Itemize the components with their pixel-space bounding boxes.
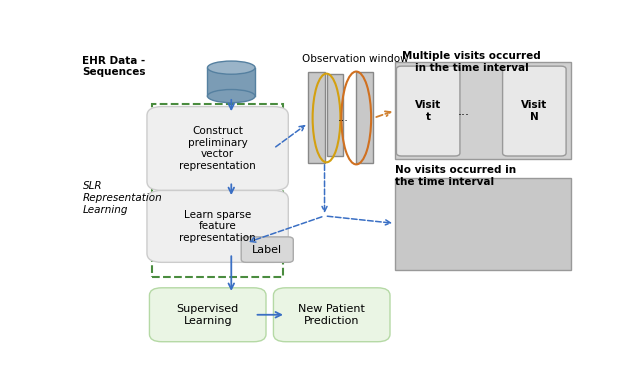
Text: SLR
Representation
Learning: SLR Representation Learning: [83, 181, 162, 215]
Text: Observation window: Observation window: [302, 54, 408, 64]
Bar: [395, 179, 571, 270]
Text: ...: ...: [338, 113, 349, 123]
FancyBboxPatch shape: [241, 237, 293, 262]
Ellipse shape: [207, 89, 255, 103]
FancyBboxPatch shape: [147, 107, 289, 191]
Text: New Patient
Prediction: New Patient Prediction: [298, 304, 365, 326]
Bar: [327, 74, 344, 156]
Bar: [395, 62, 571, 159]
FancyBboxPatch shape: [502, 66, 566, 156]
Bar: [308, 72, 324, 163]
FancyBboxPatch shape: [147, 191, 289, 262]
Text: Visit
N: Visit N: [521, 100, 547, 122]
Text: Supervised
Learning: Supervised Learning: [177, 304, 239, 326]
FancyBboxPatch shape: [273, 288, 390, 342]
Text: Construct
preliminary
vector
representation: Construct preliminary vector representat…: [179, 126, 256, 171]
FancyBboxPatch shape: [150, 288, 266, 342]
Bar: [356, 72, 372, 163]
Ellipse shape: [207, 61, 255, 74]
Text: Visit
t: Visit t: [415, 100, 442, 122]
Text: ...: ...: [458, 105, 469, 117]
FancyBboxPatch shape: [396, 66, 460, 156]
Text: EHR Data -
Sequences: EHR Data - Sequences: [83, 56, 146, 77]
Bar: [152, 103, 284, 277]
Text: Learn sparse
feature
representation: Learn sparse feature representation: [179, 210, 256, 243]
Text: Label: Label: [252, 245, 282, 255]
Text: Multiple visits occurred
in the time interval: Multiple visits occurred in the time int…: [403, 51, 541, 73]
Text: No visits occurred in
the time interval: No visits occurred in the time interval: [395, 165, 516, 187]
Bar: [207, 68, 255, 96]
